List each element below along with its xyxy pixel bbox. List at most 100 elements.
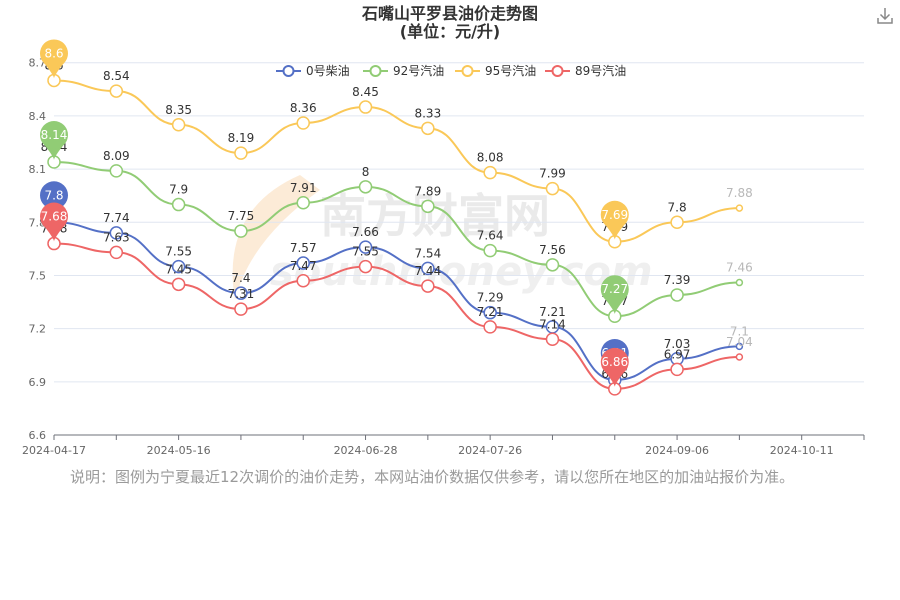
grid-lines (54, 62, 864, 383)
y-tick-label: 6.6 (29, 429, 47, 442)
y-tick-label: 7.2 (29, 323, 47, 336)
pin-label: 7.27 (601, 282, 628, 296)
data-point[interactable] (735, 204, 744, 212)
data-point[interactable] (735, 278, 744, 287)
legend-label: 95号汽油 (485, 63, 536, 78)
data-label: 7.55 (165, 245, 192, 259)
data-point[interactable] (421, 261, 435, 276)
data-point[interactable] (296, 196, 310, 210)
data-point[interactable] (296, 274, 310, 288)
pin-label: 7.69 (601, 208, 628, 222)
data-label: 7.63 (103, 230, 130, 244)
data-point[interactable] (670, 215, 684, 230)
data-point[interactable] (483, 243, 497, 258)
data-point[interactable] (171, 277, 186, 292)
download-icon[interactable] (876, 6, 894, 26)
data-label: 8.36 (290, 101, 317, 115)
data-label: 8.19 (228, 131, 255, 145)
data-point[interactable] (483, 305, 497, 320)
pin-head (40, 202, 68, 231)
data-point[interactable] (735, 342, 744, 351)
pin-head (40, 121, 68, 149)
data-label: 7.75 (228, 209, 255, 223)
pin-label: 8.6 (44, 46, 63, 60)
data-label: 7.4 (231, 271, 250, 285)
watermark-text-cn: 南方财富网 (320, 189, 550, 243)
data-point[interactable] (109, 164, 124, 178)
extreme-pin: 8.14 (40, 121, 68, 160)
data-labels: 7.87.747.557.47.577.667.547.297.216.917.… (41, 58, 753, 380)
data-label: 7.64 (477, 229, 504, 243)
legend-swatch-dot (282, 65, 295, 77)
data-label: 7.55 (352, 245, 379, 259)
legend-item[interactable]: 95号汽油 (455, 63, 536, 78)
data-label: 7.89 (414, 184, 441, 198)
data-point[interactable] (171, 259, 186, 274)
extreme-pin: 7.69 (600, 200, 629, 240)
pin-label: 7.8 (44, 188, 63, 202)
series-lines (47, 73, 744, 396)
y-tick-label: 8.1 (29, 163, 47, 176)
data-label: 7.29 (477, 291, 504, 305)
y-tick-label: 7.5 (29, 269, 47, 282)
data-point[interactable] (545, 332, 560, 347)
pin-label: 8.14 (41, 128, 68, 142)
data-label: 7.03 (664, 337, 691, 351)
data-point[interactable] (670, 288, 684, 302)
data-point[interactable] (421, 279, 435, 293)
data-point[interactable] (483, 320, 497, 334)
data-label: 7.91 (290, 181, 317, 195)
data-point[interactable] (109, 245, 124, 260)
x-tick-label: 2024-07-26 (458, 444, 522, 457)
legend-item[interactable]: 92号汽油 (363, 63, 444, 78)
data-point[interactable] (234, 302, 248, 316)
data-point[interactable] (483, 165, 497, 180)
data-label: 7.99 (539, 167, 566, 181)
data-label: 7.8 (668, 200, 687, 214)
data-point[interactable] (421, 121, 435, 136)
data-point[interactable] (234, 286, 248, 300)
data-point[interactable] (670, 362, 684, 377)
data-point[interactable] (358, 180, 373, 194)
data-label: 8.45 (352, 85, 379, 99)
data-point[interactable] (358, 259, 373, 274)
data-label: 7.88 (726, 186, 753, 200)
data-point[interactable] (735, 353, 744, 361)
data-point[interactable] (171, 118, 186, 132)
legend-item[interactable]: 89号汽油 (545, 63, 626, 78)
pin-head (40, 39, 68, 68)
data-point[interactable] (296, 256, 310, 270)
data-label: 8.09 (103, 149, 130, 163)
data-point[interactable] (109, 84, 124, 98)
x-tick-label: 2024-05-16 (147, 444, 211, 457)
data-label: 8.33 (414, 106, 441, 120)
data-point[interactable] (234, 224, 248, 238)
data-point[interactable] (296, 116, 310, 130)
data-label: 7.44 (414, 264, 441, 278)
data-point[interactable] (358, 100, 373, 114)
data-label: 7.74 (103, 211, 130, 225)
data-point[interactable] (545, 181, 560, 196)
data-label: 8.35 (165, 103, 192, 117)
data-point[interactable] (234, 146, 248, 160)
data-label: 7.57 (290, 241, 317, 255)
data-label: 7.39 (664, 273, 691, 287)
legend-item[interactable]: 0号柴油 (276, 64, 350, 78)
data-label: 7.04 (726, 335, 753, 349)
data-point[interactable] (358, 240, 373, 254)
data-point[interactable] (109, 226, 124, 240)
legend-label: 92号汽油 (393, 63, 444, 78)
data-label: 7.14 (539, 317, 566, 331)
y-tick-label: 6.9 (29, 376, 47, 389)
legend-swatch-dot (369, 65, 382, 77)
x-tick-label: 2024-04-17 (22, 444, 86, 457)
data-label: 7.21 (539, 305, 566, 319)
pin-head (40, 181, 68, 210)
data-point[interactable] (545, 258, 560, 272)
legend[interactable]: 0号柴油 92号汽油 95号汽油 89号汽油 (276, 63, 626, 78)
legend-label: 89号汽油 (575, 63, 626, 78)
data-point[interactable] (171, 197, 186, 212)
data-point[interactable] (421, 199, 435, 214)
pin-head (600, 200, 629, 229)
